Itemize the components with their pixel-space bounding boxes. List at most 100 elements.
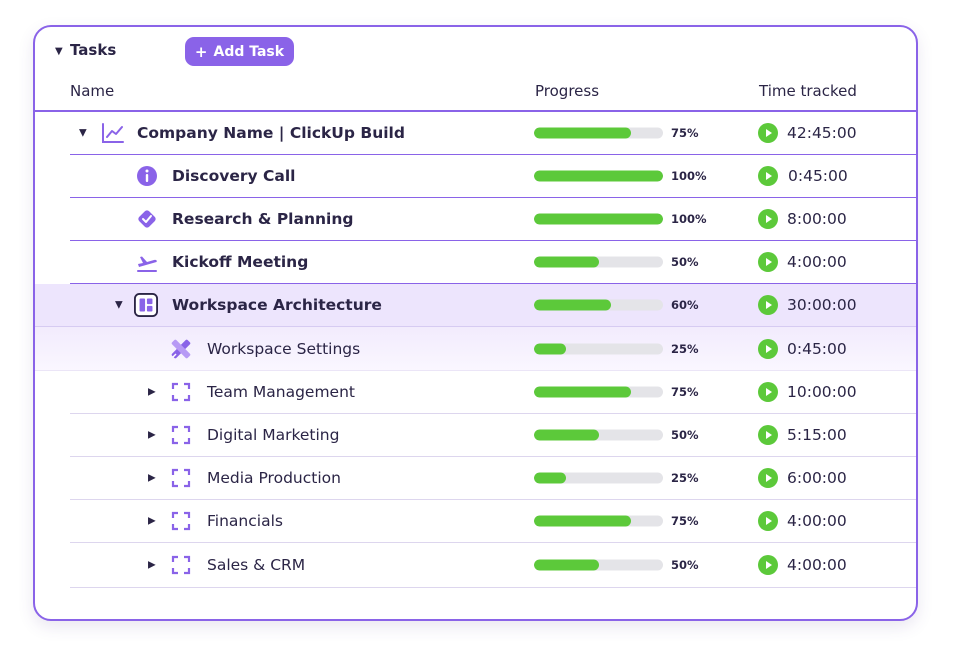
progress-percent: 50% [671,255,699,269]
progress-percent: 100% [671,212,707,226]
progress-bar [534,299,663,311]
progress-fill [534,299,612,311]
play-timer-icon[interactable] [758,252,778,272]
task-row-discovery-call[interactable]: Discovery Call 100% 0:45:00 [70,155,916,198]
task-row-team-management[interactable]: ▶ Team Management 75% 10:00:00 [70,371,916,414]
play-timer-icon[interactable] [758,123,778,143]
progress-bar [534,170,663,182]
task-row-workspace-architecture[interactable]: ▼ Workspace Architecture 60% 30:00:00 [35,284,916,327]
task-name[interactable]: Team Management [207,383,355,401]
caret-down-icon[interactable]: ▼ [55,46,63,57]
progress-fill [534,213,663,225]
task-name[interactable]: Workspace Settings [207,339,361,358]
task-name[interactable]: Digital Marketing [207,426,340,444]
progress-bar [534,386,663,398]
line-chart-icon [101,121,125,145]
progress-bar [534,256,663,268]
progress-fill [534,170,663,182]
caret-right-icon[interactable]: ▶ [148,472,156,484]
task-row-digital-marketing[interactable]: ▶ Digital Marketing 50% 5:15:00 [70,414,916,457]
progress-bar [534,213,663,225]
airplane-takeoff-icon [135,250,159,274]
task-row-sales-crm[interactable]: ▶ Sales & CRM 50% 4:00:00 [70,543,916,588]
toolbar: ▼ Tasks + Add Task [35,27,916,77]
task-name[interactable]: Financials [207,512,283,530]
progress-percent: 25% [671,471,699,485]
caret-right-icon[interactable]: ▶ [148,559,156,571]
dashed-frame-icon [169,423,193,447]
dashed-frame-icon [169,553,193,577]
layout-grid-icon [134,293,158,317]
progress-percent: 75% [671,126,699,140]
play-timer-icon[interactable] [758,295,778,315]
play-timer-icon[interactable] [758,511,778,531]
progress-percent: 50% [671,428,699,442]
task-row-company-build[interactable]: ▼ Company Name | ClickUp Build 75% 42:45… [70,112,916,155]
progress-percent: 75% [671,385,699,399]
time-tracked: 6:00:00 [787,469,847,487]
play-timer-icon[interactable] [758,166,778,186]
time-tracked: 30:00:00 [787,296,857,314]
progress-percent: 100% [671,169,707,183]
section-title[interactable]: Tasks [70,41,117,59]
task-row-research-planning[interactable]: Research & Planning 100% 8:00:00 [70,198,916,241]
play-timer-icon[interactable] [758,338,778,359]
progress-bar [534,515,663,527]
task-row-kickoff-meeting[interactable]: Kickoff Meeting 50% 4:00:00 [70,241,916,284]
progress-bar [534,429,663,441]
progress-bar [534,472,663,484]
play-timer-icon[interactable] [758,425,778,445]
dashed-frame-icon [169,466,193,490]
caret-down-icon[interactable]: ▼ [115,299,123,311]
time-tracked: 4:00:00 [787,512,847,530]
progress-percent: 50% [671,558,699,572]
task-name[interactable]: Sales & CRM [207,556,306,574]
caret-down-icon[interactable]: ▼ [79,127,87,139]
progress-bar [534,127,663,139]
time-tracked: 8:00:00 [787,210,847,228]
play-timer-icon[interactable] [758,209,778,229]
task-name[interactable]: Research & Planning [172,210,354,228]
column-header-time-tracked[interactable]: Time tracked [759,82,857,100]
progress-fill [534,386,631,398]
progress-bar [534,343,663,354]
time-tracked: 42:45:00 [787,124,857,142]
column-header-name[interactable]: Name [70,82,115,100]
progress-fill [534,559,599,571]
dashed-frame-icon [169,380,193,404]
task-name[interactable]: Discovery Call [172,167,296,185]
progress-percent: 25% [671,341,699,356]
task-row-workspace-settings[interactable]: Workspace Settings 25% 0:45:00 [35,327,916,371]
time-tracked: 5:15:00 [787,426,847,444]
play-timer-icon[interactable] [758,468,778,488]
progress-fill [534,256,599,268]
progress-fill [534,429,599,441]
time-tracked: 0:45:00 [788,167,848,185]
progress-bar [534,559,663,571]
task-name[interactable]: Media Production [207,469,341,487]
dashed-frame-icon [169,509,193,533]
pencil-ruler-icon [169,337,193,361]
column-header-progress[interactable]: Progress [535,82,600,100]
task-name[interactable]: Workspace Architecture [172,296,382,314]
task-row-financials[interactable]: ▶ Financials 75% 4:00:00 [70,500,916,543]
add-task-label: Add Task [213,43,285,60]
caret-right-icon[interactable]: ▶ [148,429,156,441]
progress-fill [534,343,567,354]
caret-right-icon[interactable]: ▶ [148,386,156,398]
caret-right-icon[interactable]: ▶ [148,515,156,527]
progress-percent: 75% [671,514,699,528]
task-name[interactable]: Company Name | ClickUp Build [137,124,405,142]
progress-percent: 60% [671,298,699,312]
time-tracked: 4:00:00 [787,253,847,271]
progress-fill [534,472,567,484]
task-name[interactable]: Kickoff Meeting [172,253,309,271]
info-icon [135,164,159,188]
add-task-button[interactable]: + Add Task [185,37,294,66]
play-timer-icon[interactable] [758,382,778,402]
play-timer-icon[interactable] [758,555,778,575]
time-tracked: 0:45:00 [787,339,847,358]
time-tracked: 10:00:00 [787,383,857,401]
check-badge-icon [135,207,159,231]
task-row-media-production[interactable]: ▶ Media Production 25% 6:00:00 [70,457,916,500]
